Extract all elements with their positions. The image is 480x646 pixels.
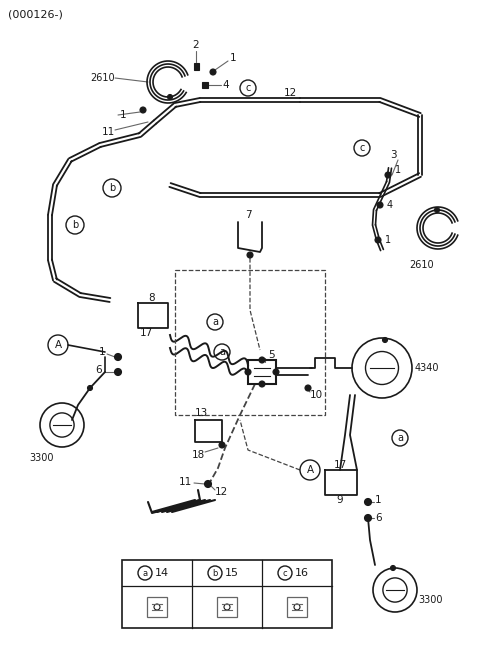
Text: 1: 1 <box>120 110 127 120</box>
Text: 18: 18 <box>192 450 205 460</box>
Text: 11: 11 <box>102 127 115 137</box>
Text: 8: 8 <box>149 293 156 303</box>
Circle shape <box>115 353 121 360</box>
Text: 3300: 3300 <box>30 453 54 463</box>
Circle shape <box>377 202 383 208</box>
Bar <box>122 560 332 628</box>
Text: 5: 5 <box>268 350 275 360</box>
Text: c: c <box>283 568 288 578</box>
Circle shape <box>210 69 216 75</box>
Text: 3: 3 <box>390 150 396 160</box>
Text: 9: 9 <box>336 495 343 505</box>
Text: A: A <box>306 465 313 475</box>
Text: 7: 7 <box>245 210 252 220</box>
Circle shape <box>245 369 251 375</box>
Bar <box>202 82 208 88</box>
Text: 4: 4 <box>222 80 228 90</box>
Circle shape <box>140 107 146 113</box>
Text: 17: 17 <box>334 460 347 470</box>
Text: 4340: 4340 <box>415 363 440 373</box>
Text: 12: 12 <box>215 487 228 497</box>
Text: a: a <box>212 317 218 327</box>
Text: 14: 14 <box>155 568 169 578</box>
Circle shape <box>115 368 121 375</box>
Text: 15: 15 <box>225 568 239 578</box>
Circle shape <box>383 337 387 342</box>
Text: 17: 17 <box>140 328 153 338</box>
Text: 1: 1 <box>230 53 237 63</box>
Circle shape <box>391 565 396 570</box>
Bar <box>287 597 307 617</box>
Circle shape <box>168 94 172 99</box>
Circle shape <box>364 499 372 506</box>
Text: 4: 4 <box>387 200 393 210</box>
Text: 6: 6 <box>375 513 382 523</box>
Circle shape <box>219 442 225 448</box>
Bar <box>248 360 276 384</box>
Text: b: b <box>212 568 218 578</box>
Text: (000126-): (000126-) <box>8 9 63 19</box>
Text: 1: 1 <box>395 165 401 175</box>
Text: 12: 12 <box>283 88 297 98</box>
Circle shape <box>364 514 372 521</box>
Bar <box>217 597 237 617</box>
Bar <box>193 63 199 70</box>
Circle shape <box>204 481 212 488</box>
Text: 11: 11 <box>179 477 192 487</box>
Text: A: A <box>54 340 61 350</box>
Circle shape <box>273 369 279 375</box>
Text: a: a <box>219 347 225 357</box>
Bar <box>147 597 167 617</box>
Text: b: b <box>72 220 78 230</box>
Text: a: a <box>397 433 403 443</box>
Circle shape <box>247 252 253 258</box>
Circle shape <box>154 604 160 610</box>
Text: 2610: 2610 <box>90 73 115 83</box>
Text: 6: 6 <box>96 365 102 375</box>
Circle shape <box>294 604 300 610</box>
Text: 16: 16 <box>295 568 309 578</box>
Text: 3300: 3300 <box>418 595 443 605</box>
Text: 1: 1 <box>98 347 105 357</box>
Circle shape <box>87 386 93 390</box>
Circle shape <box>259 357 265 363</box>
Text: 1: 1 <box>375 495 382 505</box>
Circle shape <box>305 385 311 391</box>
Circle shape <box>434 207 440 213</box>
Circle shape <box>259 381 265 387</box>
Text: c: c <box>360 143 365 153</box>
Circle shape <box>375 237 381 243</box>
Circle shape <box>224 604 230 610</box>
Text: b: b <box>109 183 115 193</box>
Text: 1: 1 <box>385 235 391 245</box>
Text: 2: 2 <box>192 40 199 50</box>
Text: 13: 13 <box>195 408 208 418</box>
Text: a: a <box>143 568 147 578</box>
Text: c: c <box>245 83 251 93</box>
Text: 2610: 2610 <box>410 260 434 270</box>
Circle shape <box>385 172 391 178</box>
Text: 10: 10 <box>310 390 323 400</box>
